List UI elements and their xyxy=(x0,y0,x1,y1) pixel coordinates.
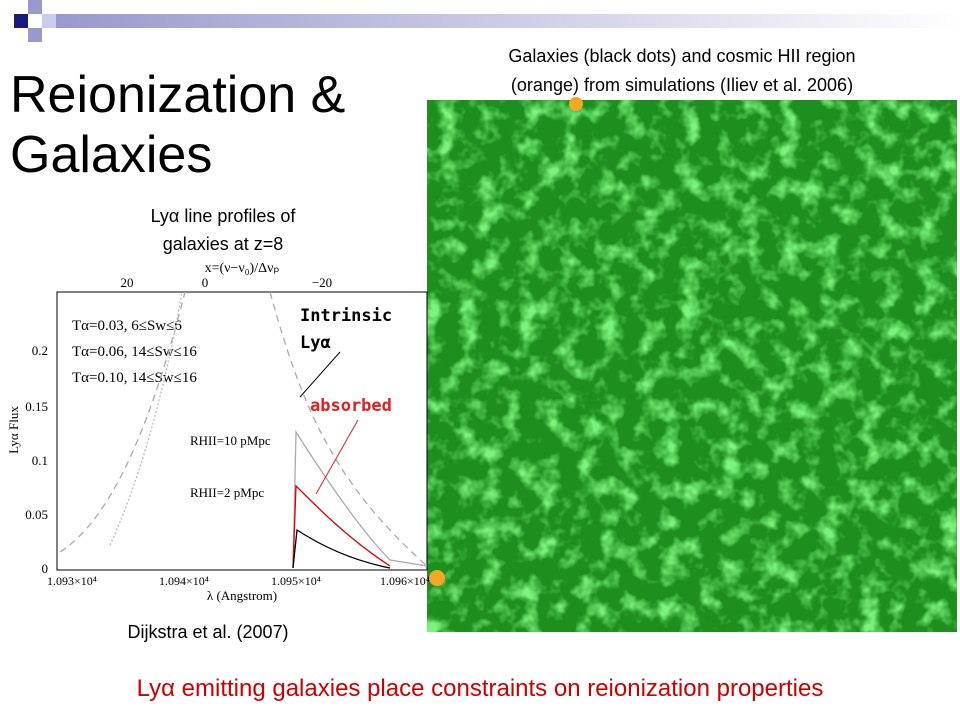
credit: Dijkstra et al. (2007) xyxy=(127,622,288,642)
x-tick: 1.093×10⁴ xyxy=(47,574,97,588)
x-tick: 1.095×10⁴ xyxy=(271,574,321,588)
image-caption: (orange) from simulations (Iliev et al. … xyxy=(511,75,853,95)
curves xyxy=(59,291,428,569)
x-tick: 1.094×10⁴ xyxy=(159,574,209,588)
title: Reionization & xyxy=(10,66,345,124)
decoration xyxy=(14,0,960,42)
top-tick: 0 xyxy=(202,275,209,290)
legend-line: Tα=0.06, 14≤Sw≤16 xyxy=(72,344,197,360)
y-tick: 0.2 xyxy=(32,343,48,358)
y-tick: 0.15 xyxy=(25,399,48,414)
y-tick: 0 xyxy=(42,561,49,576)
simulation-image xyxy=(427,97,957,632)
annotation: Lyα xyxy=(300,333,331,353)
plot-frame xyxy=(56,291,428,571)
annotation: absorbed xyxy=(310,396,392,416)
conclusion: Lyα emitting galaxies place constraints … xyxy=(137,675,824,702)
top-tick: 20 xyxy=(121,275,134,290)
annotation: Intrinsic xyxy=(300,306,392,326)
plot-caption: galaxies at z=8 xyxy=(163,234,284,254)
top-tick: −20 xyxy=(312,275,332,290)
plot: x=(ν−ν₀)/Δνₚ 20 0 −20 0.2 0.15 0.1 0.05 … xyxy=(6,261,430,603)
y-axis-label: Lyα Flux xyxy=(6,406,21,454)
legend-line: Tα=0.03, 6≤Sw≤6 xyxy=(72,318,182,334)
image-caption: Galaxies (black dots) and cosmic HII reg… xyxy=(508,46,855,66)
pointer xyxy=(299,351,341,398)
curve-label: RHII=2 pMpc xyxy=(190,485,264,500)
legend-line: Tα=0.10, 14≤Sw≤16 xyxy=(72,370,197,386)
top-axis-label: x=(ν−ν₀)/Δνₚ xyxy=(205,261,280,276)
y-tick: 0.1 xyxy=(32,453,48,468)
title: Galaxies xyxy=(10,126,212,184)
curve-label: RHII=10 pMpc xyxy=(190,433,271,448)
plot-caption: Lyα line profiles of xyxy=(151,206,297,226)
x-axis-label: λ (Angstrom) xyxy=(207,588,277,603)
y-tick: 0.05 xyxy=(25,507,48,522)
pointer xyxy=(315,419,359,495)
x-tick: 1.096×10⁴ xyxy=(380,574,430,588)
